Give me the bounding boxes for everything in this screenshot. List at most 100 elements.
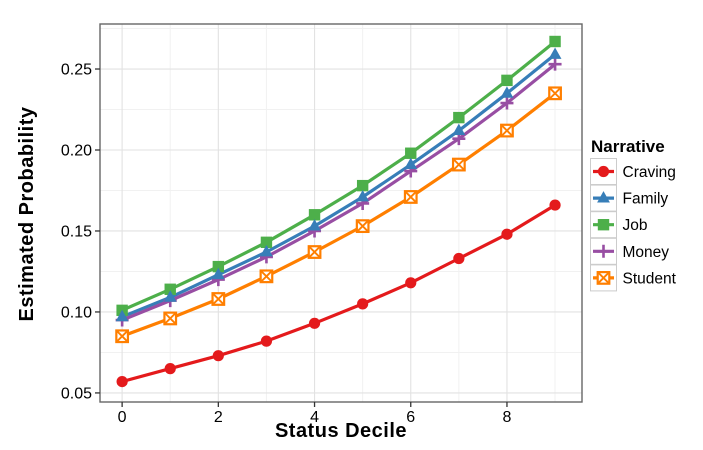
plus-marker [548,57,562,71]
circle-marker [405,277,417,289]
data-point-craving-x9 [549,199,561,211]
plus-marker [500,96,514,110]
data-point-student-x3 [259,269,274,284]
square-marker [501,74,513,87]
data-point-family-x1 [163,290,177,302]
circle-marker [597,165,610,178]
circle-marker [501,228,513,240]
panel-background [100,24,582,402]
legend-label: Craving [623,164,676,181]
data-point-student-x0 [115,329,130,344]
legend-item-student: Student [590,264,677,292]
series-line-craving [121,203,556,384]
plus-marker [597,244,610,258]
data-point-student-x5 [355,219,370,234]
legend-key-marker [597,191,610,203]
square-cross-x [163,311,177,325]
triangle-marker [452,123,466,135]
square-marker [164,283,176,295]
series-lines [121,40,557,384]
square-cross-x [259,269,273,283]
triangle-marker [356,189,370,202]
markers-student [115,86,562,344]
square-cross-x [548,86,562,100]
data-point-family-x0 [115,309,129,322]
data-point-family-x8 [500,86,514,98]
triangle-marker [211,267,225,280]
data-point-craving-x6 [405,277,417,289]
data-point-student-x7 [451,157,466,172]
data-point-family-x5 [356,189,370,202]
data-point-craving-x8 [501,228,513,240]
triangle-marker [500,86,514,98]
series-line-money [121,62,557,322]
y-tick-label: 0.25 [61,62,92,79]
data-point-student-x4 [307,245,322,259]
square-cross-x [452,158,466,172]
data-point-money-x9 [548,57,562,71]
triangle-marker [115,309,129,322]
square-marker [356,179,369,192]
gridlines-major [100,24,582,402]
legend-item-craving: Craving [590,158,676,185]
circle-marker [453,252,465,265]
x-tick-label: 2 [214,409,223,426]
data-point-job-x3 [260,236,273,249]
data-point-family-x4 [308,219,321,231]
y-tick-label: 0.15 [61,223,92,240]
square-cross-x [500,124,514,138]
circle-marker [549,199,561,211]
circle-marker [357,298,369,310]
data-point-job-x4 [308,209,321,221]
y-tick-label: 0.10 [61,304,92,321]
x-tick-label: 6 [406,409,415,426]
data-point-family-x6 [404,157,418,169]
data-point-student-x2 [211,292,226,306]
square-marker [453,111,465,124]
data-point-job-x2 [212,260,225,273]
triangle-marker [260,245,273,257]
square-cross-x [356,219,370,233]
x-tick-label: 0 [118,409,127,426]
legend-key-marker [597,165,610,178]
data-point-job-x5 [356,179,369,192]
data-point-student-x1 [163,311,178,326]
axes: 0.05 0.10 0.15 0.20 0.25 0 2 4 6 8 [61,62,512,426]
data-point-craving-x4 [308,317,321,329]
markers-family [115,47,562,322]
data-point-family-x3 [260,245,273,257]
legend-label: Family [623,191,669,208]
y-tick-label: 0.05 [61,385,92,402]
legend-key-marker [597,219,610,231]
legend-item-job: Job [590,211,648,239]
legend: Craving Family Job Money Student [590,158,677,292]
square-marker [405,147,417,159]
x-tick-label: 4 [310,409,319,426]
data-point-craving-x5 [357,298,369,310]
data-point-student-x6 [403,190,418,204]
data-point-job-x8 [501,74,513,87]
triangle-marker [548,47,562,59]
data-point-job-x7 [453,111,465,124]
square-cross-x [597,271,610,285]
x-tick-label: 8 [503,409,512,426]
panel-border [99,23,583,403]
data-point-job-x1 [164,283,176,295]
square-cross-x [211,292,225,306]
data-point-job-x9 [549,35,561,48]
legend-label: Job [623,217,648,234]
series-line-student [121,92,557,338]
triangle-marker [404,157,418,169]
square-marker [260,236,273,249]
legend-item-money: Money [590,237,669,265]
y-tick-label: 0.20 [61,143,92,160]
square-cross-x [115,329,129,343]
legend-label: Student [623,270,677,287]
data-point-craving-x2 [212,350,224,362]
circle-marker [212,350,224,362]
circle-marker [116,375,128,388]
data-point-family-x2 [211,267,225,280]
triangle-marker [597,191,610,203]
